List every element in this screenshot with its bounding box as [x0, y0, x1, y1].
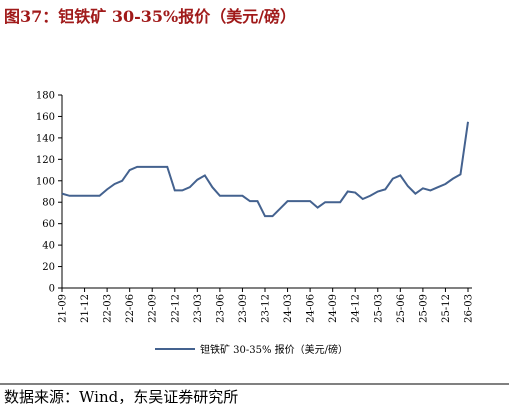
x-tick-label: 21-12 — [80, 294, 91, 323]
y-tick-label: 120 — [36, 155, 55, 166]
y-tick-label: 160 — [36, 112, 55, 123]
x-tick-label: 22-06 — [125, 294, 136, 323]
x-tick-label: 21-09 — [58, 294, 69, 323]
x-tick-label: 24-03 — [283, 294, 294, 323]
x-tick-label: 22-09 — [148, 294, 159, 323]
x-tick-label: 24-12 — [351, 294, 362, 323]
x-tick-label: 24-06 — [306, 294, 317, 323]
x-tick-label: 26-03 — [464, 294, 475, 323]
x-tick-label: 24-09 — [328, 294, 339, 323]
x-tick-label: 25-03 — [373, 294, 384, 323]
x-tick-label: 25-09 — [418, 294, 429, 323]
source: 数据来源：Wind，东吴证券研究所 — [4, 388, 238, 406]
y-tick-label: 180 — [36, 91, 55, 102]
x-tick-label: 25-12 — [441, 294, 452, 323]
y-tick-label: 20 — [42, 262, 55, 273]
y-tick-label: 60 — [42, 219, 55, 230]
x-tick-label: 23-12 — [261, 294, 272, 323]
y-tick-label: 0 — [49, 284, 55, 295]
chart-title: 图37：钽铁矿 30-35%报价（美元/磅） — [4, 7, 296, 26]
x-tick-label: 22-12 — [170, 294, 181, 323]
y-tick-label: 140 — [36, 133, 55, 144]
y-tick-label: 80 — [42, 198, 55, 209]
data-line — [61, 121, 469, 218]
x-tick-label: 23-09 — [238, 294, 249, 323]
x-tick-label: 23-03 — [193, 294, 204, 323]
y-tick-label: 100 — [36, 176, 55, 187]
x-tick-label: 25-06 — [396, 294, 407, 323]
legend-label: 钽铁矿 30-35% 报价（美元/磅） — [200, 343, 348, 356]
x-tick-label: 22-03 — [103, 294, 114, 323]
x-tick-label: 23-06 — [215, 294, 226, 323]
y-tick-label: 40 — [42, 241, 55, 252]
